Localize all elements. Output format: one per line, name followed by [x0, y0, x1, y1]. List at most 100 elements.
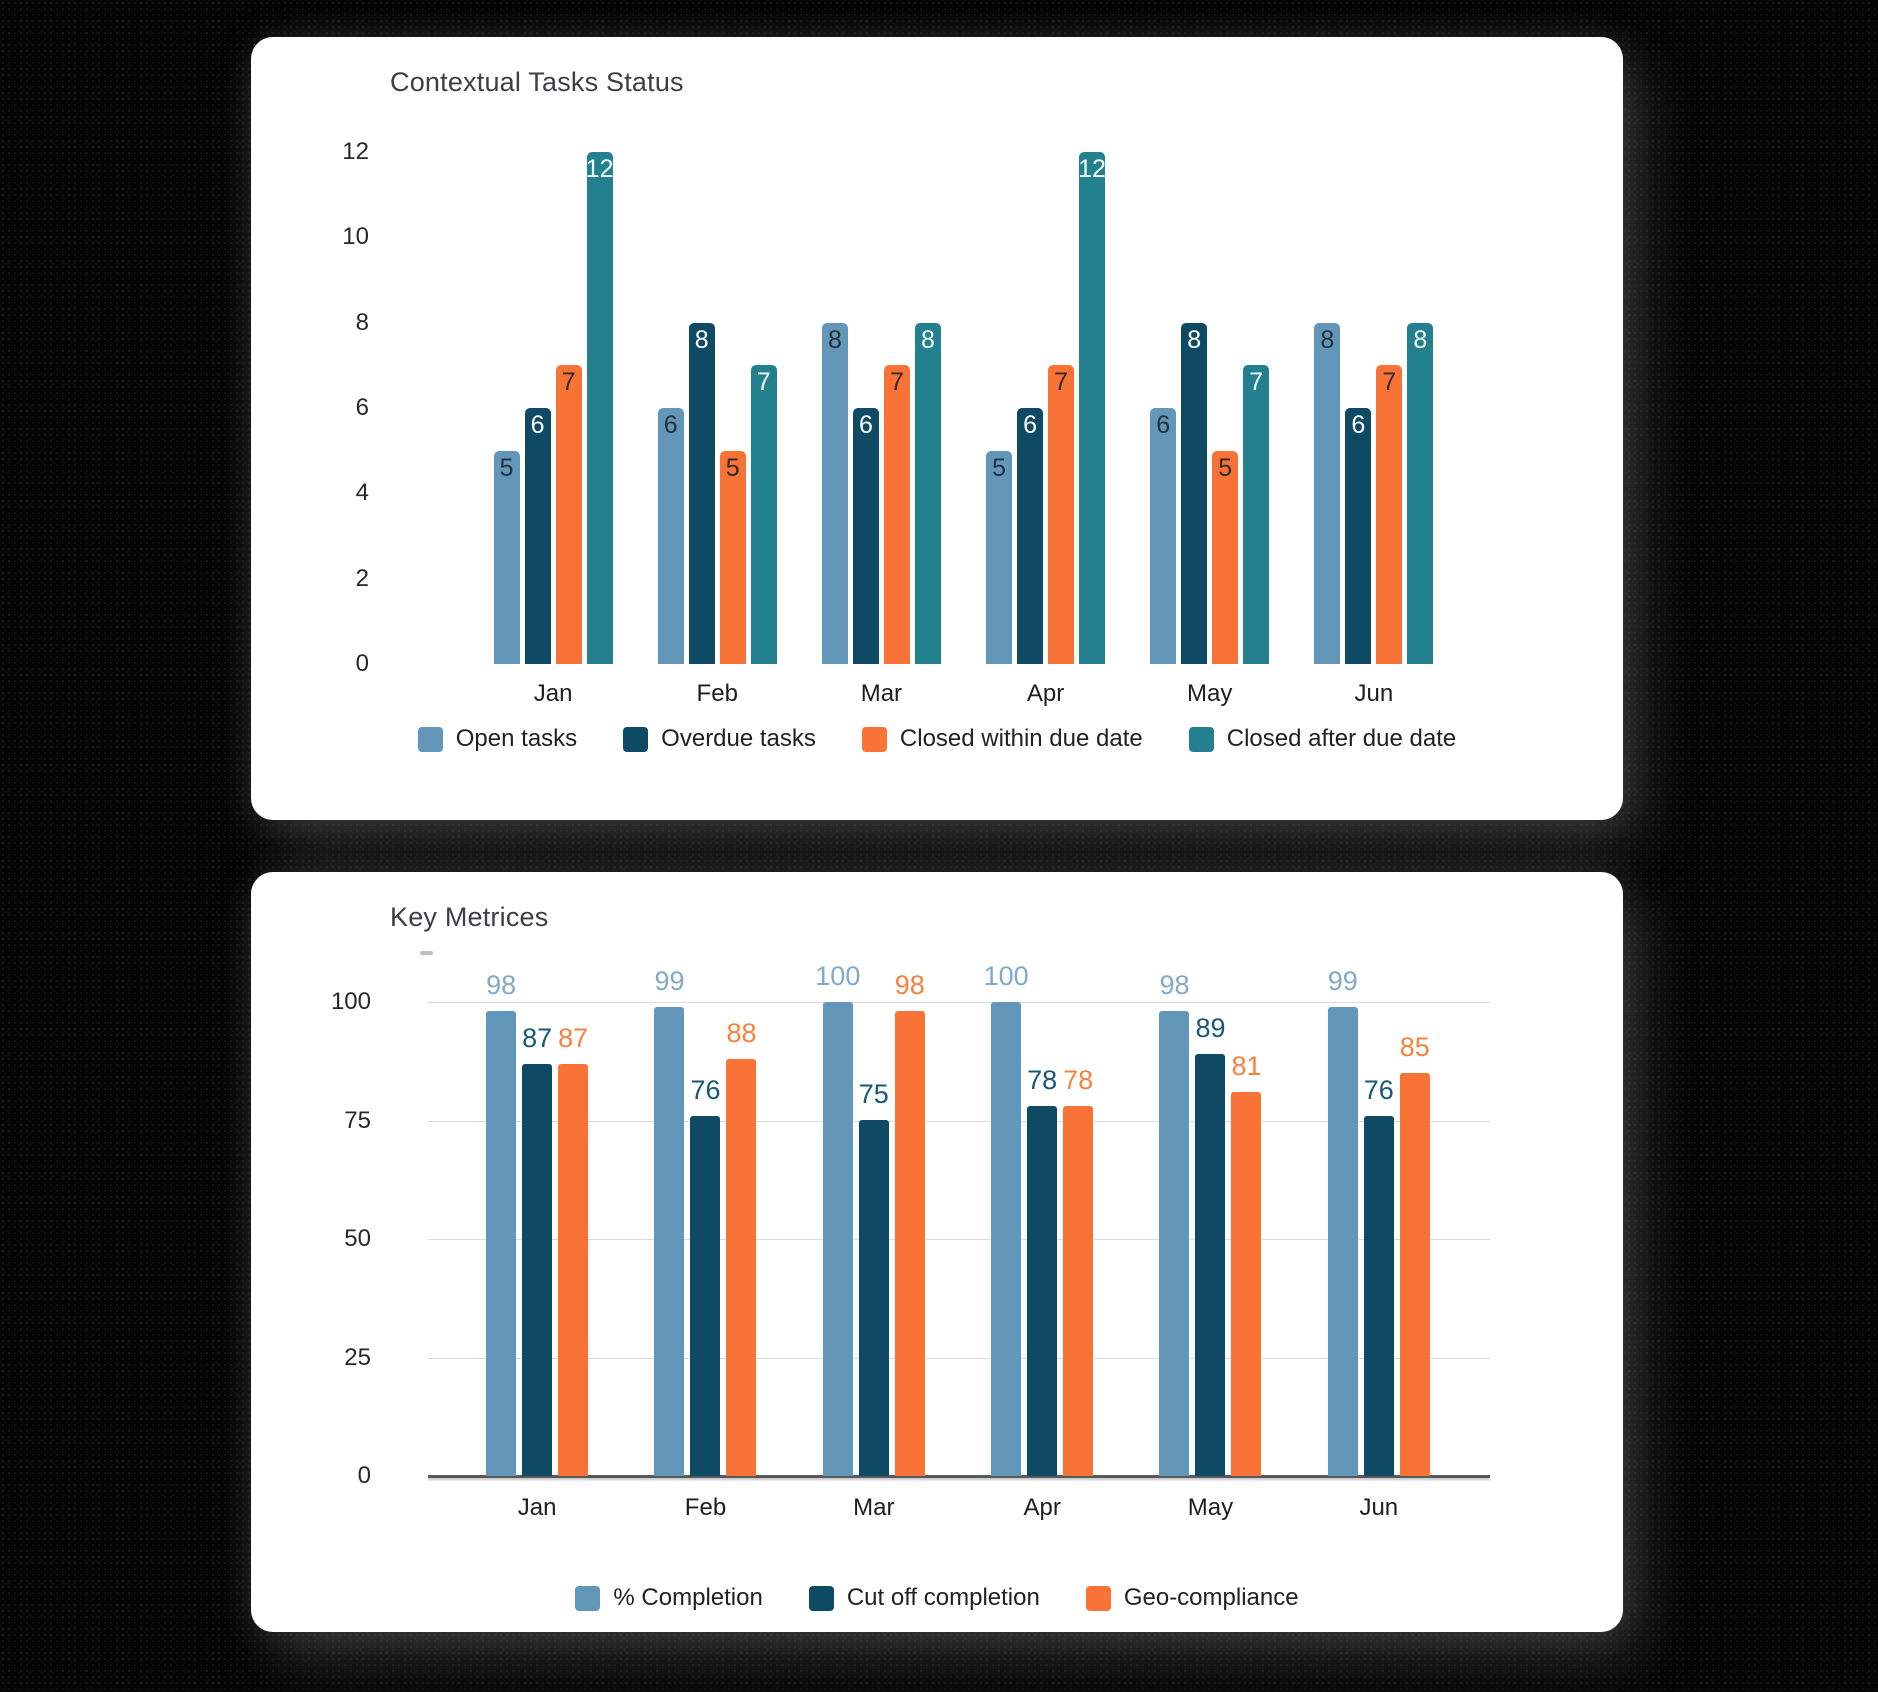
bar-value-label: 98	[486, 970, 517, 1000]
bar-value-label: 8	[1320, 326, 1335, 354]
key-metrices-card: Key Metrices 0 25 50 75 100 98 87 87 Jan 99 76 88 Fe…	[251, 872, 1623, 1632]
contextual-tasks-status-chart: 0 2 4 6 8 10 12 5 6 7 12 Jan 6 8 5 7 Feb 8 6 7 8 Mar 5 6 7 12 Apr 6…	[251, 37, 1623, 820]
bar-value-label: 98	[894, 970, 925, 1000]
bar-value-label: 85	[1399, 1032, 1430, 1062]
axis-top-tick	[420, 951, 433, 955]
y-axis-tick-label: 50	[344, 1225, 371, 1252]
x-axis-label: May	[1187, 1494, 1234, 1521]
bar: 99	[654, 966, 685, 1476]
bar: 85	[1400, 1032, 1430, 1476]
bar-value-label: 81	[1231, 1051, 1262, 1081]
bar-group: 5 6 7 12 Apr	[986, 152, 1106, 707]
bar: 87	[558, 1023, 588, 1476]
bar-group: 100 78 78 Apr	[984, 961, 1094, 1521]
bar-value-label: 99	[654, 966, 685, 996]
y-axis-tick-label: 6	[355, 394, 369, 421]
legend-swatch	[417, 726, 443, 752]
bar-group: 99 76 88 Feb	[654, 966, 757, 1521]
bar-value-label: 6	[1351, 411, 1366, 439]
bar: 100	[984, 961, 1029, 1476]
x-axis-label: Feb	[696, 680, 738, 707]
bar: 7	[750, 365, 777, 664]
bar: 6	[852, 408, 879, 664]
bar: 8	[914, 323, 941, 664]
bar-value-label: 88	[726, 1018, 757, 1048]
x-axis-label: May	[1187, 680, 1233, 707]
bar-value-label: 100	[815, 961, 861, 991]
bar: 98	[486, 970, 516, 1476]
legend-swatch	[575, 1585, 601, 1611]
chart-title: Contextual Tasks Status	[390, 67, 684, 97]
x-axis-label: Apr	[1026, 680, 1065, 707]
plot-area: 98 87 87 Jan 99 76 88 Feb 100 75 98 Mar 100 78 78 Apr 98…	[453, 961, 1463, 1521]
bar: 8	[1407, 323, 1434, 664]
legend-item: Closed after due date	[1188, 725, 1457, 753]
legend-item: % Completion	[575, 1584, 763, 1612]
bar: 76	[690, 1075, 721, 1476]
bar-value-label: 75	[858, 1079, 889, 1109]
y-axis-tick-label: 25	[344, 1343, 371, 1371]
bar: 78	[1063, 1065, 1093, 1476]
legend-label: Open tasks	[455, 725, 578, 752]
bar: 76	[1364, 1075, 1394, 1476]
bar: 81	[1231, 1051, 1261, 1476]
x-axis-label: Jun	[1354, 680, 1394, 707]
bar: 7	[555, 365, 582, 664]
legend-swatch	[861, 726, 887, 752]
bar-value-label: 6	[1156, 411, 1171, 439]
chart-title: Key Metrices	[390, 902, 549, 932]
y-axis-tick-label: 2	[355, 564, 369, 592]
x-axis-label: Mar	[860, 680, 903, 707]
bar-value-label: 5	[725, 454, 740, 482]
bar-group: 8 6 7 8 Jun	[1314, 323, 1434, 707]
bar-value-label: 8	[920, 326, 935, 354]
bar-value-label: 78	[1063, 1065, 1094, 1095]
bar: 5	[719, 451, 746, 664]
x-axis-label: Jan	[517, 1494, 557, 1521]
legend-label: Cut off completion	[846, 1584, 1040, 1611]
bar-value-label: 6	[663, 411, 678, 439]
bar-value-label: 8	[827, 326, 842, 354]
legend-label: Closed after due date	[1226, 725, 1457, 752]
bar-value-label: 5	[499, 454, 514, 482]
bar-value-label: 98	[1159, 970, 1190, 1000]
legend-label: Geo-compliance	[1123, 1584, 1299, 1611]
bar-value-label: 7	[1054, 368, 1068, 396]
bar: 5	[986, 451, 1013, 664]
bar: 7	[883, 365, 910, 664]
bar-value-label: 5	[1218, 454, 1233, 482]
legend-swatch	[1188, 726, 1214, 752]
bar-value-label: 5	[992, 454, 1006, 482]
chart-legend: Open tasks Overdue tasks Closed within due…	[251, 725, 1623, 753]
bar-value-label: 76	[1363, 1075, 1394, 1105]
bar: 75	[859, 1079, 889, 1476]
bar: 8	[688, 323, 715, 664]
bar: 12	[586, 152, 613, 664]
bar-value-label: 8	[1413, 326, 1428, 354]
bar-value-label: 12	[1078, 155, 1106, 183]
y-axis-tick-label: 0	[355, 650, 369, 677]
bar-value-label: 6	[1023, 411, 1037, 439]
bar: 78	[1027, 1065, 1057, 1476]
bar-value-label: 78	[1027, 1065, 1058, 1095]
x-axis-label: Feb	[684, 1494, 727, 1521]
plot-area: 5 6 7 12 Jan 6 8 5 7 Feb 8 6 7 8 Mar 5 6 7 12 Apr 6 8 5 7 May 8 6 7…	[471, 152, 1456, 707]
x-axis-line	[428, 1475, 1490, 1478]
y-axis-tick-label: 75	[344, 1106, 371, 1134]
legend-item: Closed within due date	[861, 725, 1143, 753]
legend-item: Geo-compliance	[1085, 1584, 1299, 1612]
bar: 98	[1159, 970, 1189, 1476]
chart-legend: % Completion Cut off completion Geo-compli…	[251, 1584, 1623, 1612]
legend-item: Open tasks	[417, 725, 578, 753]
key-metrices-chart: 0 25 50 75 100 98 87 87 Jan 99 76 88 Feb 100 75 98 Mar 10…	[251, 872, 1623, 1632]
bar-value-label: 100	[983, 961, 1029, 991]
legend-item: Overdue tasks	[623, 725, 816, 753]
bar-value-label: 87	[558, 1023, 589, 1053]
bar-value-label: 8	[1187, 326, 1202, 354]
bar: 5	[1212, 451, 1239, 664]
bar: 8	[1314, 323, 1341, 664]
bar-value-label: 76	[690, 1075, 721, 1105]
y-axis-tick-label: 4	[355, 479, 369, 507]
bar: 6	[1345, 408, 1372, 664]
bar-group: 99 76 85 Jun	[1328, 966, 1430, 1521]
